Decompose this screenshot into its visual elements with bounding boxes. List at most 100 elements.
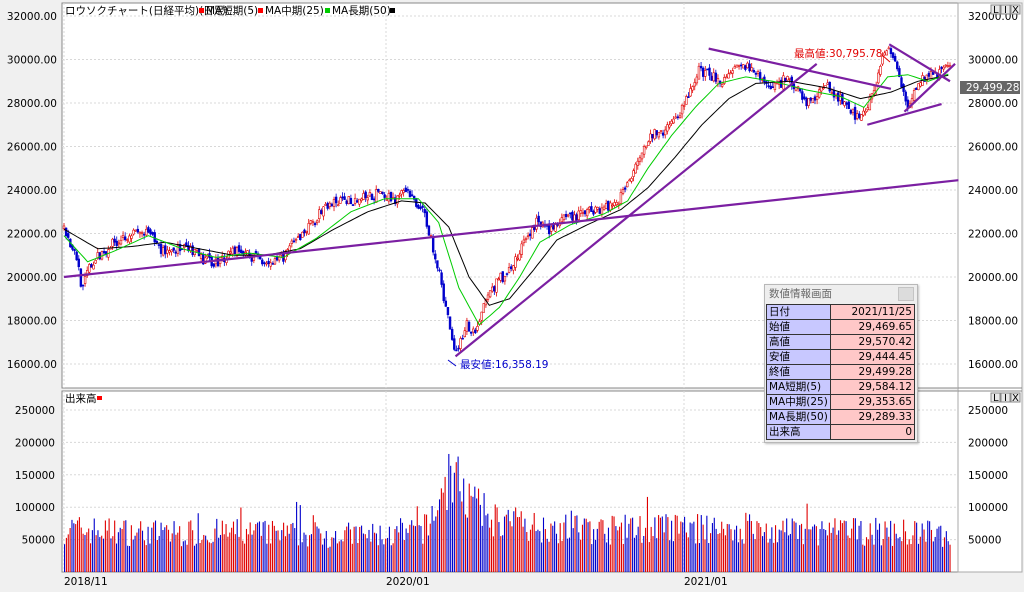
volume-bar	[89, 543, 92, 572]
volume-bar	[132, 539, 134, 572]
volume-bar	[114, 520, 116, 572]
volume-bar	[429, 523, 431, 572]
candle-body	[145, 228, 148, 236]
candle-body	[229, 251, 232, 254]
price-tick-label: 28000.00	[968, 98, 1018, 110]
volume-bar	[277, 530, 279, 572]
candle-body	[457, 347, 460, 350]
volume-bar	[602, 520, 604, 572]
candle-body	[832, 90, 836, 98]
candle-body	[915, 87, 918, 90]
volume-axis-right: 250000 200000 150000 100000 50000	[968, 405, 1008, 547]
candle-body	[640, 152, 644, 160]
candle-body	[668, 124, 671, 128]
volume-bar	[307, 546, 309, 572]
candle-body	[655, 130, 658, 136]
candle-body	[83, 276, 87, 284]
candle-body	[347, 196, 350, 205]
candle-body	[794, 87, 798, 91]
info-table: 日付 2021/11/25 始値 29,469.65 高値 29,570.42 安値 2…	[766, 304, 916, 440]
volume-bar	[839, 520, 842, 572]
volume-bar	[472, 496, 474, 572]
candle-body	[67, 233, 70, 238]
volume-bar	[437, 510, 439, 572]
volume-bar	[398, 532, 400, 572]
info-row-close: 終値 29,499.28	[766, 364, 916, 380]
volume-bar	[232, 521, 235, 572]
volume-bar	[182, 541, 184, 572]
volume-bar	[128, 546, 131, 572]
button-l[interactable]	[990, 392, 1001, 403]
volume-bar	[672, 541, 674, 572]
volume-bar	[294, 528, 296, 572]
button-x[interactable]	[1010, 392, 1021, 403]
volume-bar	[856, 539, 858, 572]
candle-body	[687, 96, 690, 98]
button-i[interactable]	[1000, 4, 1011, 15]
candle-body	[402, 190, 405, 193]
trendline	[888, 43, 951, 83]
volume-bar	[283, 522, 285, 572]
candle-body	[330, 203, 334, 207]
candle-body	[839, 94, 842, 101]
candle-body	[503, 275, 507, 282]
candle-body	[811, 98, 815, 104]
candle-body	[682, 105, 686, 107]
volume-bar	[767, 542, 769, 572]
candle-body	[737, 65, 741, 67]
volume-bar	[323, 538, 325, 572]
volume-bar	[236, 519, 238, 572]
button-l[interactable]	[990, 4, 1001, 15]
volume-bar	[487, 513, 489, 572]
candle-body	[383, 194, 386, 198]
volume-bar	[734, 529, 736, 572]
volume-bar	[554, 521, 556, 572]
button-i[interactable]	[1000, 392, 1011, 403]
candle-body	[853, 106, 857, 120]
volume-bar	[650, 526, 652, 572]
date-tick-label: 2020/01	[386, 576, 430, 588]
volume-bar	[231, 527, 233, 572]
candle-body	[237, 245, 241, 252]
candle-body	[353, 197, 357, 204]
candle-body	[111, 238, 114, 247]
volume-bar	[130, 525, 132, 572]
volume-bar	[808, 529, 810, 572]
candle-body	[841, 93, 844, 105]
info-panel-title: 数値情報画面	[769, 288, 832, 300]
volume-tick-label: 100000	[15, 502, 55, 514]
info-row-high: 高値 29,570.42	[766, 334, 916, 350]
volume-bar	[190, 520, 192, 572]
volume-bar	[897, 538, 899, 572]
volume-bar	[604, 533, 606, 572]
volume-bar	[379, 525, 381, 572]
volume-bar	[641, 542, 643, 572]
candle-body	[134, 229, 137, 232]
volume-bar	[474, 486, 476, 572]
candle-body	[723, 77, 726, 84]
volume-bar	[583, 518, 585, 572]
low-annotation: 最安値:16,358.19	[460, 358, 548, 371]
volume-bar	[752, 533, 754, 572]
volume-bar	[671, 520, 673, 572]
candle-body	[699, 65, 703, 69]
volume-bar	[539, 531, 541, 572]
volume-bar	[349, 529, 351, 572]
candle-body	[617, 203, 621, 206]
candle-body	[881, 55, 884, 65]
svg-text:X: X	[1012, 393, 1019, 404]
candle-body	[912, 89, 916, 101]
info-panel[interactable]: 数値情報画面 日付 2021/11/25 始値 29,469.65 高値 29,570…	[764, 284, 918, 443]
info-panel-close-button[interactable]	[898, 287, 914, 301]
candle-body	[537, 215, 540, 223]
info-panel-title-bar[interactable]: 数値情報画面	[765, 285, 917, 303]
volume-bar	[723, 528, 725, 572]
volume-bar	[823, 528, 825, 572]
volume-bar	[496, 507, 498, 572]
button-x[interactable]	[1010, 4, 1021, 15]
candle-body	[773, 82, 777, 91]
candle-body	[296, 236, 300, 238]
volume-bar	[273, 525, 275, 572]
volume-bar	[923, 529, 925, 572]
candle-body	[434, 253, 437, 260]
